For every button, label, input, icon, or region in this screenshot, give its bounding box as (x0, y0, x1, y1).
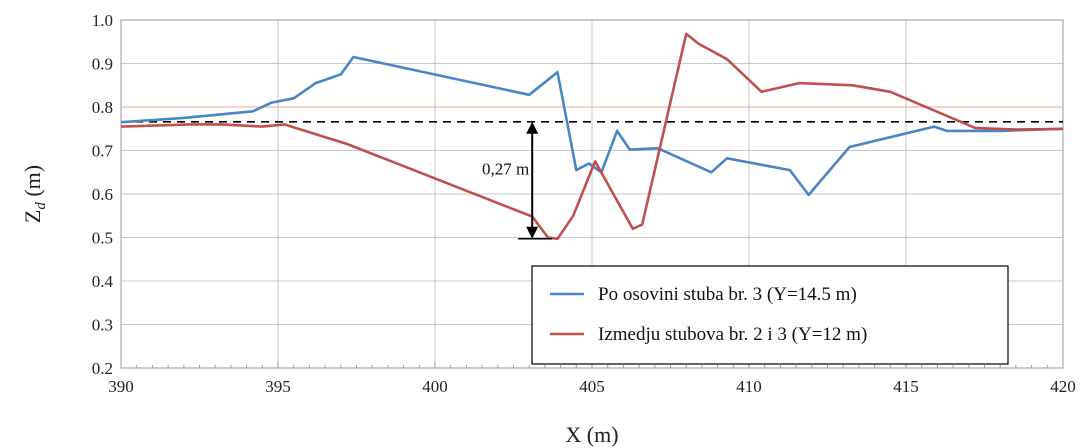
annotation-label: 0,27 m (482, 159, 529, 178)
y-axis-title-unit: (m) (20, 165, 45, 202)
y-tick-label: 0.4 (92, 272, 114, 291)
y-tick-label: 0.8 (92, 98, 113, 117)
y-tick-label: 0.5 (92, 229, 113, 248)
annotation-arrow-head-down (526, 226, 539, 239)
x-tick-label: 420 (1050, 377, 1076, 396)
legend-entry-1: Po osovini stuba br. 3 (Y=14.5 m) (598, 284, 857, 305)
annotation: 0,27 m (482, 121, 553, 240)
y-tick-label: 0.7 (92, 142, 114, 161)
y-tick-label: 1.0 (92, 11, 113, 30)
y-tick-label: 0.9 (92, 55, 113, 74)
y-tick-label: 0.6 (92, 185, 113, 204)
annotation-arrow-head-up (526, 121, 539, 134)
x-axis-ticks: 390 395 400 405 410 415 420 (108, 362, 1076, 396)
y-axis-title: Zd (m) (20, 165, 49, 223)
y-axis-ticks: 0.2 0.3 0.4 0.5 0.6 0.7 0.8 0.9 1.0 (92, 11, 114, 378)
y-tick-label: 0.2 (92, 359, 113, 378)
legend: Po osovini stuba br. 3 (Y=14.5 m) Izmedj… (531, 265, 1009, 365)
x-tick-label: 415 (893, 377, 919, 396)
y-axis-title-subscript: d (33, 202, 49, 210)
x-tick-label: 395 (265, 377, 291, 396)
x-tick-label: 405 (579, 377, 605, 396)
series-layer (120, 32, 1064, 241)
series-line-2 (120, 32, 1064, 241)
x-axis-title: X (m) (565, 422, 618, 447)
y-tick-label: 0.3 (92, 316, 113, 335)
reference-lines (121, 106, 1063, 123)
x-tick-label: 390 (108, 377, 134, 396)
x-tick-label: 410 (736, 377, 762, 396)
legend-box (531, 265, 1009, 365)
y-axis-title-main: Z (20, 210, 45, 223)
x-tick-label: 400 (422, 377, 448, 396)
legend-entry-2: Izmedju stubova br. 2 i 3 (Y=12 m) (598, 324, 867, 345)
